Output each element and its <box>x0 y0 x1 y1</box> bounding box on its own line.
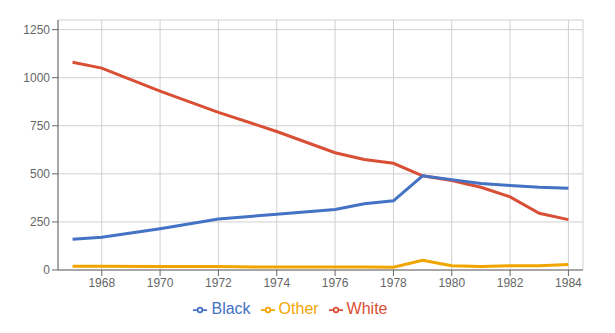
svg-text:1250: 1250 <box>23 23 50 37</box>
svg-text:1968: 1968 <box>88 276 115 290</box>
svg-text:1976: 1976 <box>322 276 349 290</box>
svg-text:1972: 1972 <box>205 276 232 290</box>
svg-text:0: 0 <box>43 263 50 277</box>
svg-text:1974: 1974 <box>263 276 290 290</box>
html-text:Black: Black <box>211 300 251 317</box>
html-text:Other: Other <box>278 300 319 317</box>
svg-text:1000: 1000 <box>23 71 50 85</box>
svg-text:1980: 1980 <box>438 276 465 290</box>
svg-text:250: 250 <box>30 215 50 229</box>
svg-text:1970: 1970 <box>147 276 174 290</box>
svg-text:1978: 1978 <box>380 276 407 290</box>
html-text:White: White <box>346 300 388 317</box>
svg-text:1984: 1984 <box>555 276 582 290</box>
svg-text:750: 750 <box>30 119 50 133</box>
svg-text:1982: 1982 <box>497 276 524 290</box>
svg-text:500: 500 <box>30 167 50 181</box>
